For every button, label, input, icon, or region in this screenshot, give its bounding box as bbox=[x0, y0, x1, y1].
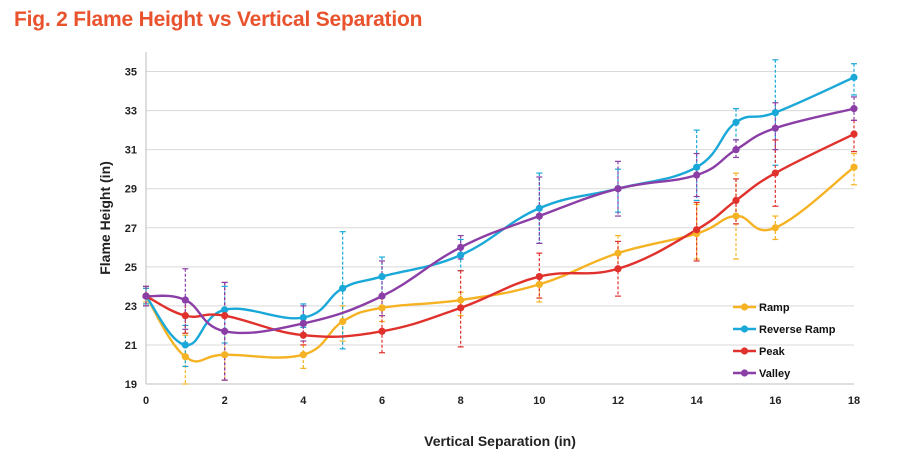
data-point bbox=[142, 292, 150, 300]
data-point bbox=[378, 292, 386, 300]
x-tick-label: 2 bbox=[222, 395, 228, 407]
x-tick-label: 14 bbox=[691, 395, 704, 407]
data-point bbox=[378, 327, 386, 335]
x-tick-label: 18 bbox=[848, 395, 860, 407]
data-point bbox=[339, 284, 347, 292]
data-point bbox=[457, 243, 465, 251]
data-point bbox=[535, 204, 543, 212]
data-point bbox=[221, 351, 229, 359]
y-tick-label: 33 bbox=[125, 106, 137, 118]
y-tick-label: 19 bbox=[125, 379, 137, 391]
legend-label: Peak bbox=[759, 346, 786, 358]
x-tick-label: 12 bbox=[612, 395, 624, 407]
data-point bbox=[850, 73, 858, 81]
data-point bbox=[614, 249, 622, 257]
data-point bbox=[339, 317, 347, 326]
gridlines bbox=[146, 71, 854, 346]
legend-swatch-marker bbox=[740, 325, 749, 333]
x-tick-label: 8 bbox=[458, 395, 464, 407]
data-point bbox=[378, 304, 386, 312]
x-tick-label: 6 bbox=[379, 395, 385, 407]
y-tick-label: 21 bbox=[125, 340, 137, 352]
data-point bbox=[181, 353, 189, 361]
data-point bbox=[732, 196, 740, 205]
data-point bbox=[221, 312, 229, 320]
data-point bbox=[457, 251, 465, 259]
data-point bbox=[771, 108, 779, 117]
data-point bbox=[614, 265, 622, 273]
data-point bbox=[535, 272, 543, 281]
data-point bbox=[771, 169, 779, 177]
y-tick-label: 23 bbox=[125, 301, 137, 313]
y-axis-title: Flame Height (in) bbox=[97, 161, 113, 275]
data-point bbox=[299, 331, 307, 339]
x-tick-label: 16 bbox=[769, 395, 781, 407]
data-point bbox=[181, 296, 189, 304]
y-tick-label: 35 bbox=[125, 67, 137, 79]
data-point bbox=[181, 312, 189, 320]
data-point bbox=[693, 171, 701, 179]
tick-labels: 19 21 23 25 27 29 31 33 35 0 2 4 6 8 10 12 14 16 18 bbox=[125, 67, 860, 407]
data-point bbox=[221, 306, 229, 314]
data-point bbox=[732, 212, 740, 220]
data-point bbox=[771, 124, 779, 132]
data-point bbox=[535, 280, 543, 288]
x-axis-title: Vertical Separation (in) bbox=[424, 433, 576, 449]
data-point bbox=[299, 319, 307, 328]
y-tick-label: 25 bbox=[125, 262, 137, 274]
data-point bbox=[732, 146, 740, 154]
data-point bbox=[457, 296, 465, 304]
y-tick-label: 31 bbox=[125, 145, 137, 157]
x-tick-label: 10 bbox=[533, 395, 545, 407]
y-tick-label: 29 bbox=[125, 184, 137, 196]
data-point bbox=[850, 130, 858, 138]
data-point bbox=[299, 351, 307, 359]
series-lines bbox=[144, 76, 855, 363]
data-points bbox=[142, 73, 858, 361]
legend-label: Valley bbox=[759, 368, 791, 380]
data-point bbox=[614, 185, 622, 193]
legend-label: Ramp bbox=[759, 302, 790, 314]
legend-swatch-marker bbox=[740, 303, 749, 311]
data-point bbox=[850, 163, 858, 171]
data-point bbox=[221, 327, 229, 335]
y-tick-label: 27 bbox=[125, 223, 137, 235]
legend-swatch-marker bbox=[740, 369, 749, 377]
legend-swatch-marker bbox=[740, 347, 749, 355]
data-point bbox=[850, 105, 858, 113]
legend-label: Reverse Ramp bbox=[759, 324, 836, 336]
data-point bbox=[732, 118, 740, 126]
x-tick-label: 4 bbox=[300, 395, 307, 407]
data-point bbox=[181, 341, 189, 349]
data-point bbox=[693, 226, 701, 234]
x-tick-label: 0 bbox=[143, 395, 149, 407]
data-point bbox=[535, 212, 543, 220]
data-point bbox=[378, 272, 386, 281]
data-point bbox=[693, 163, 701, 171]
data-point bbox=[457, 304, 465, 312]
series-line bbox=[145, 76, 855, 347]
legend: Ramp Reverse Ramp Peak Valley bbox=[733, 302, 836, 380]
axes bbox=[145, 52, 854, 385]
data-point bbox=[299, 314, 307, 322]
data-point bbox=[771, 224, 779, 232]
chart-title: Fig. 2 Flame Height vs Vertical Separati… bbox=[14, 8, 423, 31]
